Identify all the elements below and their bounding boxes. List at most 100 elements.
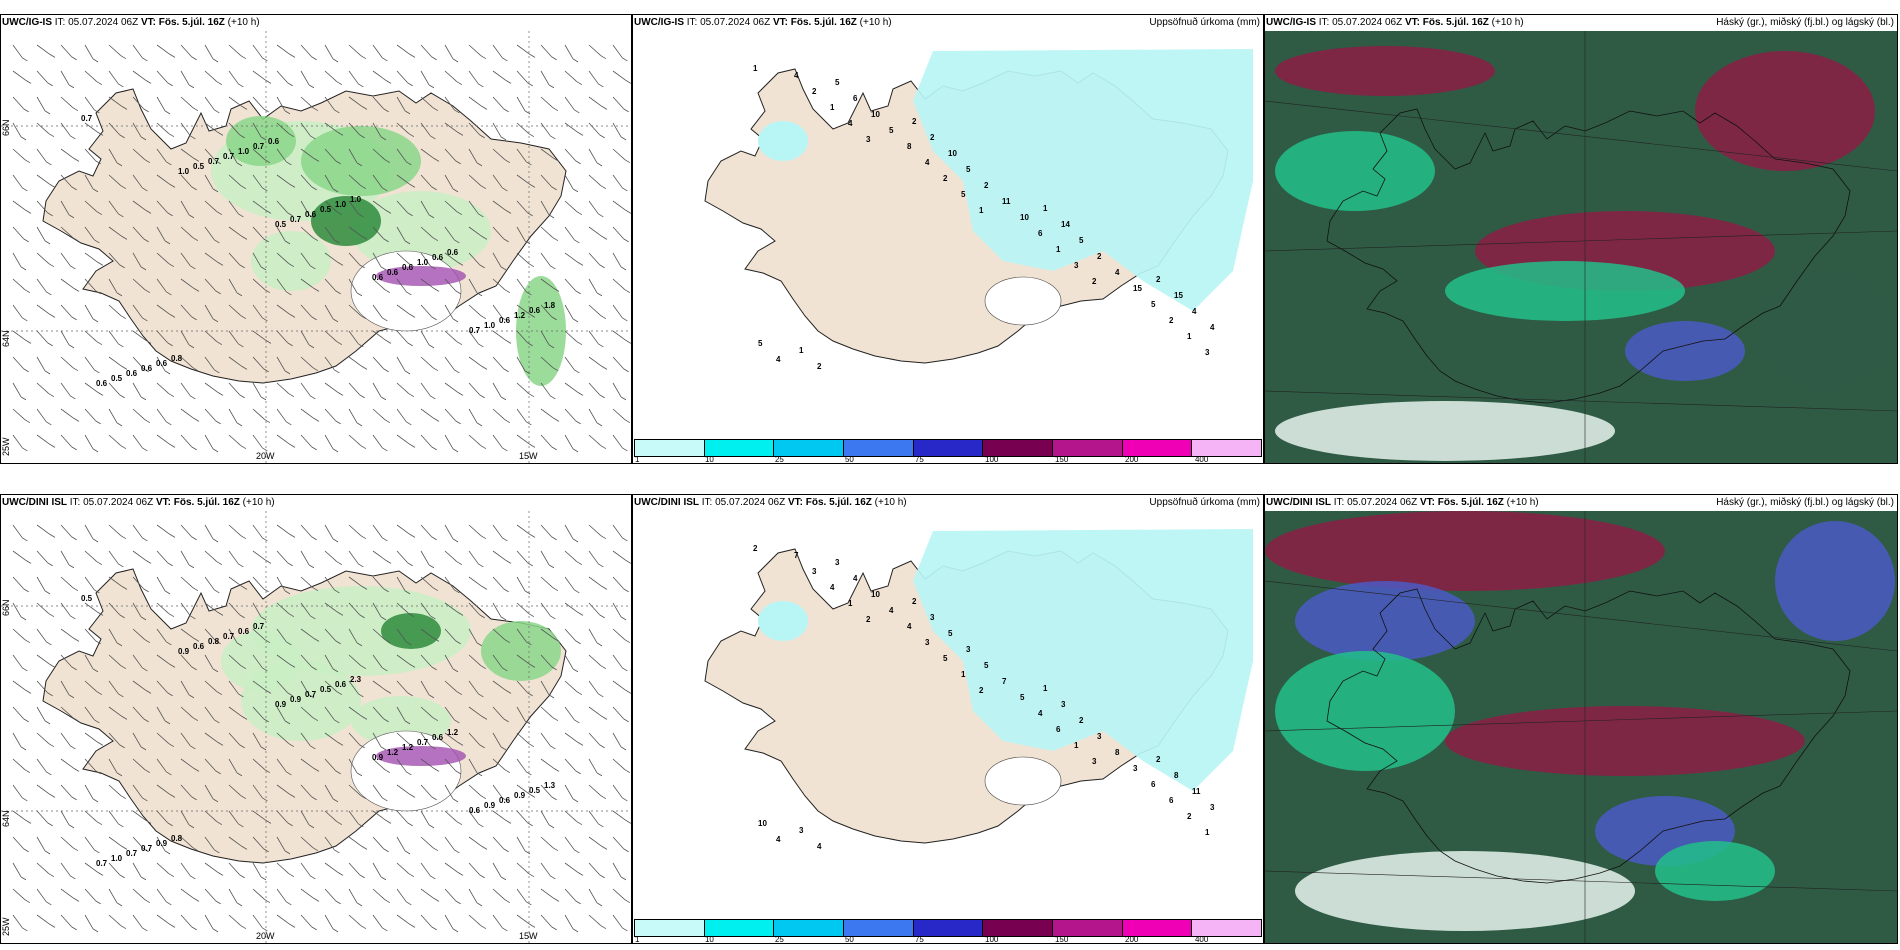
- wind-barb: [468, 382, 485, 399]
- wind-barb: [612, 810, 631, 824]
- wind-barb: [180, 888, 200, 902]
- precip-value-label: 1: [830, 103, 835, 112]
- wind-barb: [372, 44, 388, 62]
- wind-value-label: 1.0: [417, 258, 429, 267]
- wind-barb: [348, 252, 365, 269]
- wind-barb: [252, 602, 267, 621]
- wind-value-label: 1.3: [544, 781, 556, 790]
- cloud-patch: [1275, 651, 1455, 771]
- precip-area: [913, 49, 1253, 311]
- wind-barb: [540, 356, 559, 372]
- wind-barb: [564, 732, 584, 746]
- wind-barb: [276, 96, 291, 115]
- wind-barb: [276, 408, 292, 426]
- wind-barb: [588, 810, 604, 828]
- precip-value-label: 11: [1192, 787, 1201, 796]
- wind-barb: [492, 330, 512, 344]
- wind-barb: [324, 226, 340, 244]
- scale-tick-label: 25: [774, 455, 784, 464]
- vt-label: VT:: [155, 497, 171, 508]
- wind-barb: [372, 914, 388, 932]
- wind-barb: [468, 70, 484, 88]
- wind-barb: [180, 654, 197, 671]
- wind-barb: [588, 382, 605, 399]
- wind-value-label: 0.9: [178, 647, 190, 656]
- wind-barb: [228, 628, 243, 647]
- wind-barb: [564, 382, 584, 396]
- wind-barb: [12, 524, 28, 542]
- wind-barb: [36, 382, 55, 398]
- wind-barb: [396, 174, 416, 188]
- precip-value-label: 1: [848, 599, 853, 608]
- cloud-patch: [1625, 321, 1745, 381]
- wind-barb: [492, 200, 512, 214]
- wind-barb: [372, 382, 387, 401]
- wind-map: 0.50.90.90.90.60.70.60.91.20.91.00.80.71…: [1, 511, 631, 943]
- scale-segment: [913, 920, 984, 936]
- precip-value-label: 3: [1097, 732, 1102, 741]
- wind-barb: [396, 70, 413, 87]
- wind-barb: [276, 758, 292, 776]
- wind-barb: [276, 434, 296, 448]
- wind-barb: [132, 382, 147, 401]
- wind-barb: [84, 654, 99, 673]
- wind-barb: [204, 810, 223, 826]
- wind-barb: [420, 408, 440, 422]
- wind-barb: [36, 862, 55, 878]
- wind-barb: [276, 576, 291, 595]
- wind-barb: [324, 524, 339, 543]
- vt-value: Fös. 5.júl. 16Z: [1422, 17, 1489, 28]
- precip-value-label: 5: [835, 78, 840, 87]
- wind-barb: [204, 434, 219, 453]
- wind-barb: [372, 654, 388, 672]
- wind-barb: [204, 44, 219, 63]
- wind-barb: [612, 628, 631, 644]
- wind-value-label: 0.7: [141, 844, 153, 853]
- wind-barb: [492, 70, 512, 84]
- wind-barb: [348, 888, 363, 907]
- wind-barb: [180, 576, 199, 592]
- precip-value-label: 10: [871, 110, 880, 119]
- precip-value-label: 2: [866, 615, 871, 624]
- cloud-patch: [1445, 261, 1685, 321]
- wind-barb: [324, 758, 341, 775]
- precip-value-label: 5: [961, 190, 966, 199]
- wind-barb: [252, 862, 267, 881]
- wind-value-label: 0.6: [156, 359, 168, 368]
- precip-value-label: 2: [912, 117, 917, 126]
- wind-barb: [348, 96, 368, 110]
- cloud-map-panel-top: UWC/IG-IS IT: 05.07.2024 06Z VT: Fös. 5.…: [1264, 14, 1898, 464]
- wind-barb: [300, 278, 320, 292]
- wind-barb: [564, 680, 583, 696]
- wind-barb: [276, 680, 293, 697]
- wind-barb: [420, 382, 436, 400]
- wind-barb: [252, 122, 267, 141]
- wind-barb: [492, 524, 508, 542]
- wind-barb: [84, 810, 103, 826]
- model-name: UWC/IG-IS: [634, 17, 684, 28]
- wind-barb: [276, 174, 296, 188]
- wind-barb: [564, 434, 579, 453]
- wind-value-label: 0.5: [81, 594, 93, 603]
- precip-value-label: 3: [966, 645, 971, 654]
- wind-barb: [492, 226, 509, 243]
- wind-barb: [84, 96, 100, 114]
- wind-barb: [36, 330, 53, 347]
- wind-map-panel-bottom: UWC/DINI ISL IT: 05.07.2024 06Z VT: Fös.…: [0, 494, 632, 944]
- wind-barb: [348, 226, 368, 240]
- precip-value-label: 5: [948, 629, 953, 638]
- wind-value-label: 0.8: [171, 834, 183, 843]
- wind-barb: [492, 784, 508, 802]
- wind-barb: [252, 524, 268, 542]
- scale-segment: [1053, 440, 1123, 456]
- wind-barb: [132, 550, 152, 564]
- wind-barb: [492, 836, 509, 853]
- wind-barb: [492, 96, 509, 113]
- wind-barb: [588, 836, 608, 850]
- wind-barb: [444, 148, 461, 165]
- scale-segment: [635, 440, 705, 456]
- wind-barb: [276, 836, 291, 855]
- wind-barb: [516, 278, 532, 296]
- wind-value-label: 0.6: [499, 796, 511, 805]
- wind-barb: [132, 252, 147, 271]
